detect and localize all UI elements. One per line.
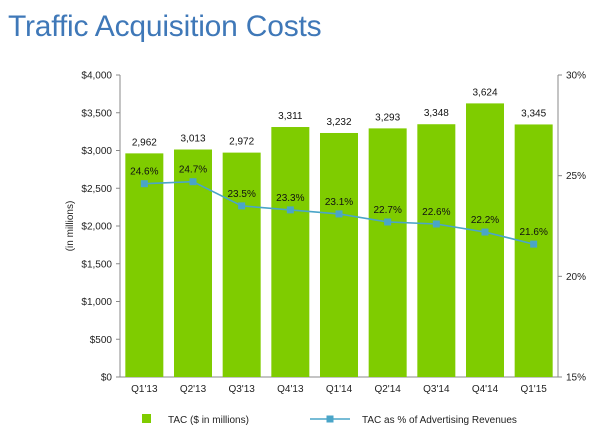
bar-value-label: 3,293 [375, 112, 400, 123]
left-tick-label: $0 [101, 373, 113, 384]
x-tick-label: Q3'13 [228, 384, 255, 395]
line-point [238, 202, 246, 210]
line-point [384, 218, 392, 226]
right-tick-label: 20% [566, 272, 586, 283]
bar [514, 124, 553, 377]
line-series [140, 178, 538, 248]
bar [222, 152, 261, 377]
line-value-label: 23.5% [227, 189, 255, 200]
left-tick-label: $3,500 [81, 108, 112, 119]
legend-line-label: TAC as % of Advertising Revenues [362, 415, 517, 426]
bar [320, 132, 358, 377]
bar-value-label: 3,624 [472, 87, 497, 98]
line-labels: 24.6% 24.7% 23.5% 23.3% 23.1% 22.7% 22.6% 22.2%… [130, 165, 548, 238]
x-tick-label: Q1'15 [520, 384, 547, 395]
y-axis-label: (in millions) [65, 201, 76, 252]
line-point [335, 210, 343, 218]
line-point [432, 220, 440, 228]
line-value-label: 24.6% [130, 167, 158, 178]
x-tick-label: Q3'14 [423, 384, 450, 395]
bar-value-label: 2,972 [229, 137, 254, 148]
x-tick-label: Q2'13 [180, 384, 207, 395]
line-value-label: 22.7% [373, 205, 401, 216]
line-point [189, 178, 197, 186]
bar [271, 127, 310, 377]
x-tick-label: Q2'14 [374, 384, 401, 395]
line-value-label: 24.7% [179, 165, 207, 176]
line-value-label: 22.2% [471, 215, 499, 226]
left-tick-label: $4,000 [81, 71, 112, 82]
right-tick-label: 25% [566, 171, 586, 182]
page-title: Traffic Acquisition Costs [8, 10, 322, 43]
legend-bar-label: TAC ($ in millions) [168, 415, 249, 426]
left-tick-label: $2,500 [81, 184, 112, 195]
bar-labels: 2,962 3,013 2,972 3,311 3,232 3,293 3,348 3,624… [132, 87, 547, 148]
left-tick-label: $3,000 [81, 146, 112, 157]
legend-line-marker [326, 415, 334, 423]
bar-value-label: 3,311 [278, 111, 303, 122]
bar-value-label: 3,345 [521, 108, 546, 119]
bar-series [125, 103, 553, 377]
x-tick-label: Q4'13 [277, 384, 304, 395]
x-tick-label: Q4'14 [472, 384, 499, 395]
right-tick-label: 30% [566, 71, 586, 82]
left-tick-label: $1,000 [81, 297, 112, 308]
bar [417, 124, 456, 377]
left-tick-label: $2,000 [81, 222, 112, 233]
bar-value-label: 3,348 [424, 108, 449, 119]
bar [125, 153, 164, 377]
bar [368, 128, 407, 377]
line-value-label: 23.3% [276, 193, 304, 204]
bar-value-label: 2,962 [132, 137, 157, 148]
line-point [286, 206, 294, 214]
line-value-label: 21.6% [519, 227, 547, 238]
legend: TAC ($ in millions) TAC as % of Advertisi… [142, 414, 517, 426]
bar [466, 103, 504, 377]
line-value-label: 23.1% [325, 197, 353, 208]
bar-value-label: 3,013 [180, 134, 205, 145]
line-point [481, 228, 489, 236]
line-point [530, 240, 538, 248]
legend-bar-swatch [142, 414, 151, 423]
left-tick-label: $1,500 [81, 259, 112, 270]
x-tick-label: Q1'13 [131, 384, 158, 395]
line-point [140, 180, 148, 188]
line-value-label: 22.6% [422, 207, 450, 218]
left-tick-label: $500 [90, 335, 113, 346]
bar-value-label: 3,232 [326, 117, 351, 128]
x-tick-label: Q1'14 [326, 384, 353, 395]
right-tick-label: 15% [566, 373, 586, 384]
